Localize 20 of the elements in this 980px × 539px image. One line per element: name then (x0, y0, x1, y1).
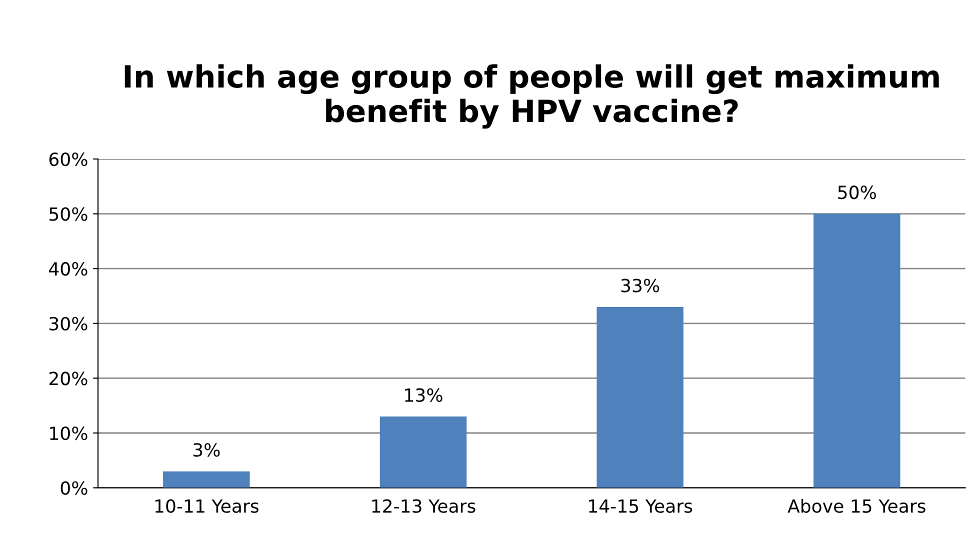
x-tick-label: Above 15 Years (788, 498, 926, 513)
x-tick-label: 14-15 Years (589, 499, 692, 513)
y-tick-label: 30% (50, 316, 88, 331)
bar (163, 471, 250, 488)
x-tick-label: 12-13 Years (372, 499, 476, 513)
data-label: 33% (621, 278, 660, 292)
y-tick-label: 60% (49, 152, 88, 166)
chart-title: In which age group of people will get maximum benefit by HPV vaccine? (124, 64, 939, 129)
bar (814, 214, 900, 488)
data-label: 3% (193, 443, 220, 457)
bar (596, 306, 684, 488)
y-tick-label: 40% (49, 262, 88, 276)
data-label: 13% (405, 388, 442, 402)
data-label: 50% (838, 186, 876, 200)
y-tick-label: 50% (50, 207, 88, 221)
x-tick-label: 10-11 Years (155, 499, 258, 513)
y-tick-label: 0% (60, 481, 88, 495)
y-tick-label: 20% (49, 372, 88, 386)
y-tick-label: 10% (50, 426, 88, 440)
bar (380, 416, 467, 488)
